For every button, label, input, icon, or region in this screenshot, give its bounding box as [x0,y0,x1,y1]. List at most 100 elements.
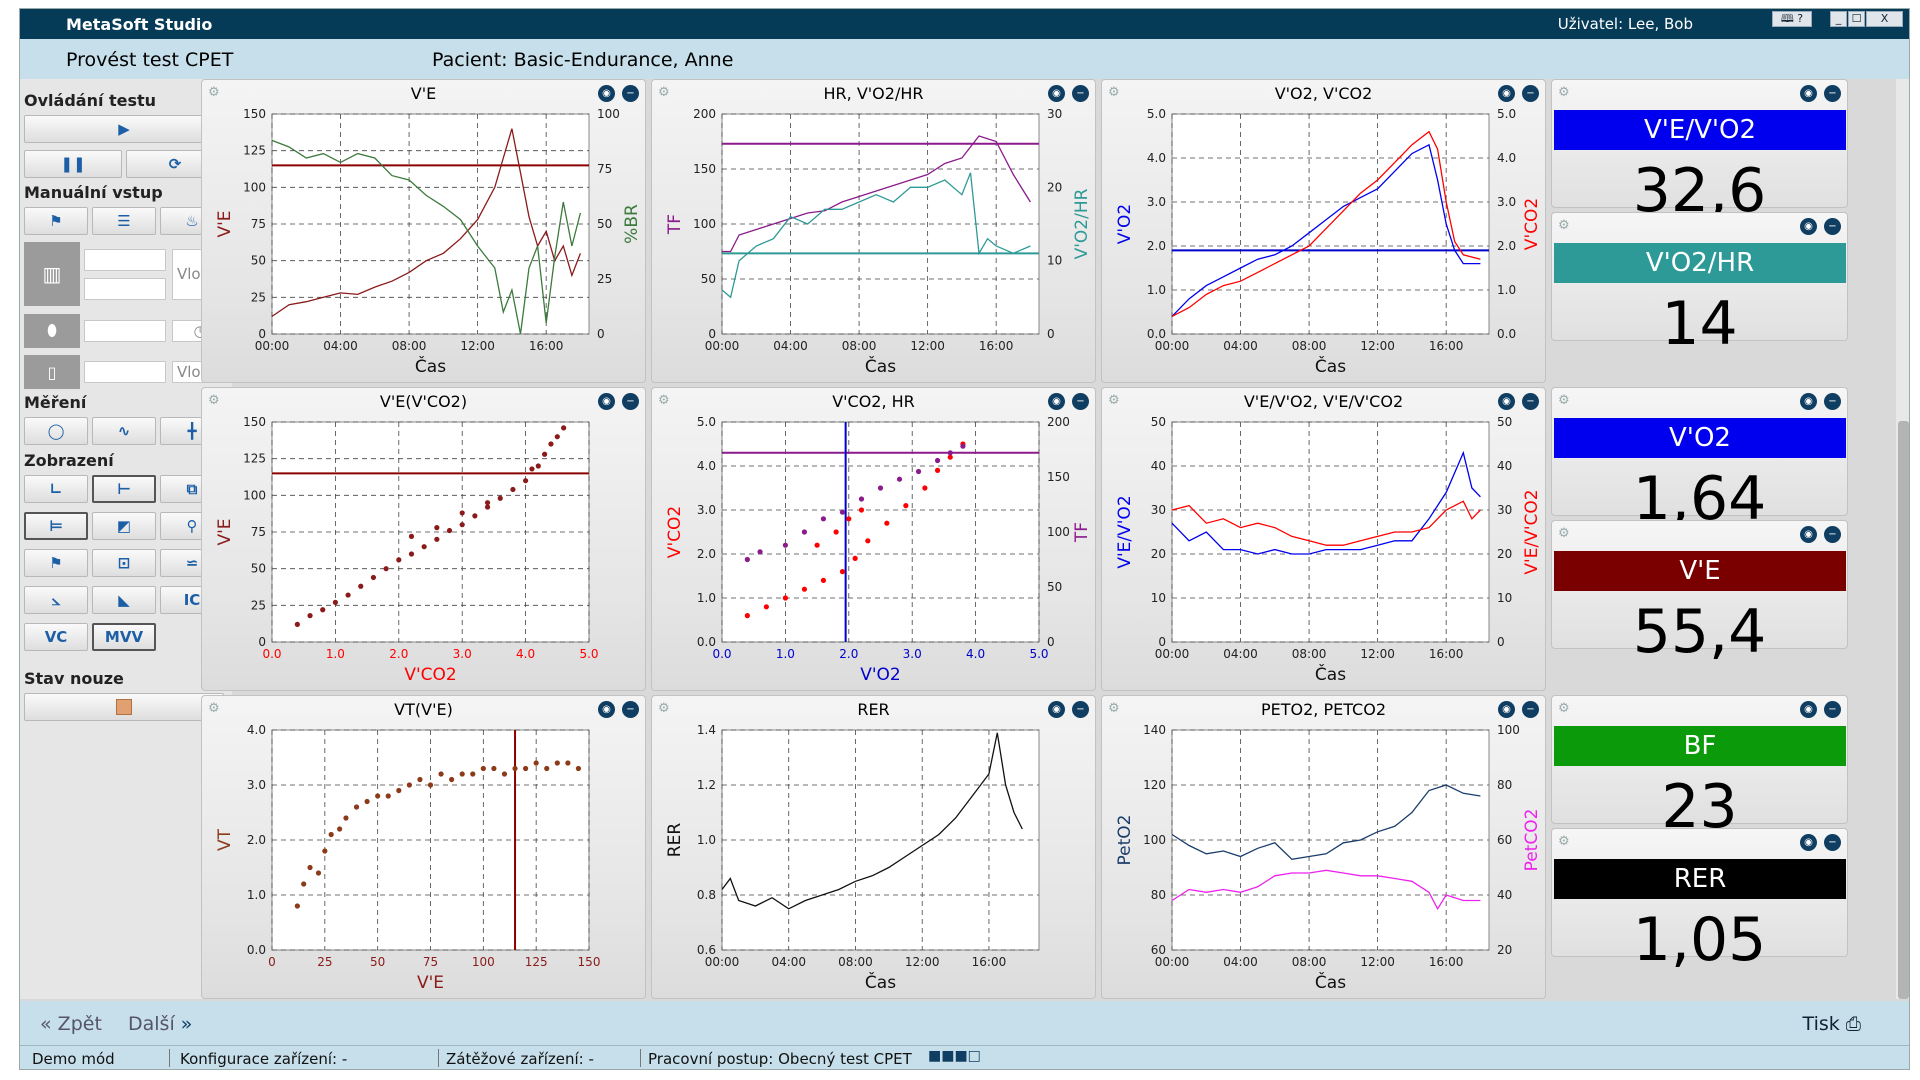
maximize-button-label: ☐ [1851,12,1862,25]
panel-collapse-icon[interactable]: − [1522,85,1539,102]
panel-option-icon[interactable]: ◉ [1048,393,1065,410]
measure-wave-button[interactable]: ∿ [92,417,156,445]
minimize-button[interactable]: _ [1830,11,1847,27]
panel-option-icon[interactable]: ◉ [598,393,615,410]
scrollbar-thumb[interactable] [1898,421,1909,999]
gear-icon[interactable]: ⚙ [1108,701,1120,716]
pause-button[interactable]: ❚❚ [24,150,122,178]
chart-panel-p3: ⚙ V'O2, V'CO2 ◉ − 0.0 1.0 2.0 3.0 4.0 5.0 0.0 1.0 2.… [1101,79,1546,383]
view-stack-button[interactable]: ⊨ [24,512,88,540]
panel-option-icon[interactable]: ◉ [1498,701,1515,718]
close-button[interactable]: X [1866,11,1903,27]
spo2-input[interactable] [84,320,166,342]
lactate-input[interactable] [84,361,166,383]
panel-option-icon[interactable]: ◉ [1800,393,1817,410]
y-axis-label: VT [215,828,235,851]
panel-collapse-icon[interactable]: − [1824,834,1841,851]
y-tick-label: 0 [258,635,266,649]
panel-collapse-icon[interactable]: − [1522,393,1539,410]
bp-sys-input[interactable] [84,249,166,271]
mvv-button[interactable]: MVV [92,623,156,651]
chart-panel-p5: ⚙ V'CO2, HR ◉ −0.0 1.0 2.0 3.0 4.0 5.0 0 50 100 150 2… [651,387,1096,691]
gear-icon[interactable]: ⚙ [1108,85,1120,100]
notes-button[interactable]: ☰ [92,207,156,235]
chart-panel-p8: ⚙ RER ◉ − 0.6 0.8 1.0 1.2 1.4 00:00 04:00 08:00 12:0… [651,695,1096,999]
panel-option-icon[interactable]: ◉ [598,85,615,102]
panel-collapse-icon[interactable]: − [1824,393,1841,410]
gear-icon[interactable]: ⚙ [208,85,220,100]
panel-collapse-icon[interactable]: − [1824,526,1841,543]
gear-icon[interactable]: ⚙ [1108,393,1120,408]
section-zobrazeni: Zobrazení [24,451,114,470]
x-tick-label: 16:00 [972,955,1007,969]
y2-tick-label: 40 [1497,888,1512,902]
stack-icon: ⊨ [49,517,63,535]
x-tick-label: 3.0 [903,647,922,661]
gear-icon[interactable]: ⚙ [1558,834,1570,849]
status-device: Konfigurace zařízení: - [180,1050,348,1068]
data-point [535,463,541,469]
play-button[interactable]: ▶ [24,115,224,143]
next-button[interactable]: Další » [128,1013,192,1035]
data-point [491,765,497,772]
view-slope-button[interactable]: ⦣ [24,586,88,614]
bp-dia-input[interactable] [84,278,166,300]
panel-option-icon[interactable]: ◉ [1498,393,1515,410]
panel-collapse-icon[interactable]: − [1072,85,1089,102]
panel-option-icon[interactable]: ◉ [598,701,615,718]
emergency-button[interactable] [24,693,224,721]
panel-collapse-icon[interactable]: − [622,85,639,102]
panel-collapse-icon[interactable]: − [1824,701,1841,718]
bp-icon: ▥ [42,262,62,286]
gear-icon[interactable]: ⚙ [208,393,220,408]
back-button[interactable]: « Zpět [40,1013,102,1035]
panel-option-icon[interactable]: ◉ [1800,218,1817,235]
panel-option-icon[interactable]: ◉ [1800,701,1817,718]
panel-collapse-icon[interactable]: − [1824,218,1841,235]
vc-button[interactable]: VC [24,623,88,651]
view-axis-button[interactable]: ∟ [24,475,88,503]
gear-icon[interactable]: ⚙ [658,85,670,100]
status-separator [169,1049,170,1067]
panel-option-icon[interactable]: ◉ [1048,701,1065,718]
view-chart-button[interactable]: ◩ [92,512,156,540]
print-button[interactable]: Tisk ⎙ [1803,1013,1861,1035]
gear-icon[interactable]: ⚙ [1558,85,1570,100]
gear-icon[interactable]: ⚙ [1558,701,1570,716]
measure-loop-button[interactable]: ◯ [24,417,88,445]
data-point [858,507,865,513]
panel-collapse-icon[interactable]: − [1522,701,1539,718]
panel-collapse-icon[interactable]: − [1824,85,1841,102]
maximize-button[interactable]: ☐ [1848,11,1865,27]
view-flag-button[interactable]: ⚑ [24,549,88,577]
play-icon: ▶ [118,120,130,138]
panel-collapse-icon[interactable]: − [622,393,639,410]
chart-svg: 0 25 50 75 100 125 150 0 25 50 75 100 00:00 04:00 08:0… [215,107,642,377]
y-tick-label: 1.0 [697,591,716,605]
panel-collapse-icon[interactable]: − [1072,701,1089,718]
stop-icon [116,699,132,715]
panel-option-icon[interactable]: ◉ [1048,85,1065,102]
view-fit-button[interactable]: ⊡ [92,549,156,577]
flag2-icon: ⚑ [49,554,63,572]
panel-option-icon[interactable]: ◉ [1800,834,1817,851]
panel-option-icon[interactable]: ◉ [1800,85,1817,102]
gear-icon[interactable]: ⚙ [1558,526,1570,541]
gear-icon[interactable]: ⚙ [1558,393,1570,408]
flag-button[interactable]: ⚑ [24,207,88,235]
panel-collapse-icon[interactable]: − [1072,393,1089,410]
help-button[interactable]: 🕮 ? [1772,11,1812,27]
y-tick-label: 4.0 [247,723,266,737]
panel-option-icon[interactable]: ◉ [1800,526,1817,543]
view-ramp-button[interactable]: ◣ [92,586,156,614]
gear-icon[interactable]: ⚙ [208,701,220,716]
value-label: BF [1554,726,1846,766]
gear-icon[interactable]: ⚙ [658,701,670,716]
gear-icon[interactable]: ⚙ [658,393,670,408]
view-axis2-button[interactable]: ⊢ [92,475,156,503]
status-mode: Demo mód [32,1050,115,1068]
gear-icon[interactable]: ⚙ [1558,218,1570,233]
data-point [358,583,364,589]
panel-collapse-icon[interactable]: − [622,701,639,718]
panel-option-icon[interactable]: ◉ [1498,85,1515,102]
